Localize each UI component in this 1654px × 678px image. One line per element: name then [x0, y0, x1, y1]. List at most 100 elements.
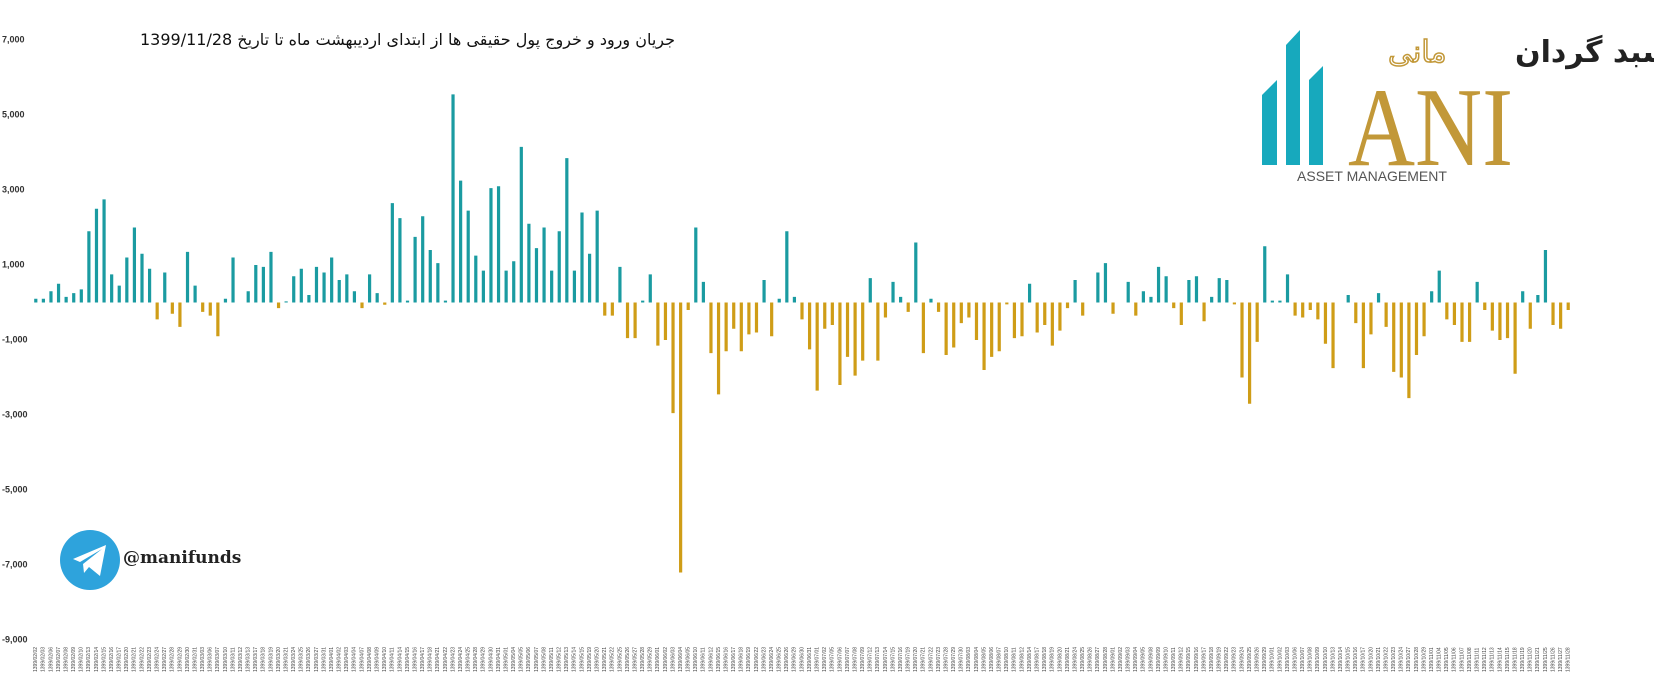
x-tick-label: 1399/08/25 — [1080, 647, 1086, 672]
x-tick-label: 1399/09/25 — [1247, 647, 1253, 672]
bar — [1293, 302, 1297, 316]
bar — [724, 302, 728, 352]
bar — [1513, 302, 1517, 374]
bar — [1270, 300, 1274, 303]
bar — [1392, 302, 1396, 372]
x-tick-label: 1399/06/05 — [686, 647, 692, 672]
bar — [1384, 302, 1388, 327]
y-tick-label: 3,000 — [2, 184, 25, 194]
x-tick-label: 1399/11/26 — [1550, 647, 1556, 672]
x-tick-label: 1399/08/21 — [1065, 647, 1071, 672]
x-tick-label: 1399/07/12 — [868, 647, 874, 672]
bar — [1445, 302, 1449, 320]
x-tick-label: 1399/06/30 — [799, 647, 805, 672]
x-tick-label: 1399/10/27 — [1406, 647, 1412, 672]
x-tick-label: 1399/09/01 — [1110, 647, 1116, 672]
logo-tagline: ASSET MANAGEMENT — [1297, 168, 1447, 184]
x-tick-label: 1399/06/15 — [716, 647, 722, 672]
bar — [1103, 263, 1108, 303]
x-tick-label: 1399/06/03 — [670, 647, 676, 672]
x-tick-label: 1399/11/20 — [1528, 647, 1534, 672]
bar — [1156, 266, 1161, 303]
bar — [1172, 302, 1176, 309]
bar — [1316, 302, 1320, 320]
x-tick-label: 1399/08/19 — [1050, 647, 1056, 672]
bar — [208, 302, 212, 316]
x-tick-label: 1399/10/02 — [1277, 647, 1283, 672]
x-tick-label: 1399/10/08 — [1308, 647, 1314, 672]
bar — [1217, 278, 1221, 303]
x-tick-label: 1399/11/12 — [1482, 647, 1488, 672]
x-tick-label: 1399/08/12 — [1019, 647, 1025, 672]
x-tick-label: 1399/04/17 — [420, 647, 426, 672]
x-tick-label: 1399/11/04 — [1437, 647, 1443, 672]
x-tick-label: 1399/05/04 — [511, 647, 517, 672]
bar — [1027, 283, 1032, 303]
x-tick-label: 1399/10/20 — [1368, 647, 1374, 672]
bar — [830, 302, 834, 325]
bar — [1452, 302, 1457, 325]
bar — [261, 266, 265, 303]
bar — [815, 302, 819, 391]
bar — [679, 302, 683, 573]
bar — [1149, 296, 1153, 303]
bar — [929, 298, 933, 303]
bar — [936, 302, 941, 312]
x-tick-label: 1399/10/29 — [1421, 647, 1427, 672]
bar — [292, 276, 296, 303]
x-tick-label: 1399/08/14 — [1027, 647, 1033, 672]
bar — [1232, 302, 1237, 305]
x-tick-label: 1399/09/09 — [1156, 647, 1162, 672]
bar — [906, 302, 910, 312]
x-tick-label: 1399/02/16 — [109, 647, 115, 672]
bar — [1225, 280, 1229, 303]
bar — [436, 263, 440, 303]
bar — [709, 302, 713, 354]
bar — [216, 302, 220, 337]
x-tick-label: 1399/04/31 — [496, 647, 502, 672]
x-tick-label: 1399/06/29 — [792, 647, 798, 672]
bar — [383, 302, 387, 305]
x-tick-label: 1399/06/22 — [754, 647, 760, 672]
x-tick-label: 1399/02/17 — [117, 647, 123, 672]
logo-name: سبد گردان — [1515, 34, 1654, 70]
x-tick-label: 1399/09/05 — [1141, 647, 1147, 672]
x-tick-label: 1399/03/12 — [238, 647, 244, 672]
x-tick-label: 1399/04/25 — [466, 647, 472, 672]
x-tick-label: 1399/10/09 — [1315, 647, 1321, 672]
bar — [618, 266, 622, 303]
bar — [49, 291, 53, 303]
x-tick-label: 1399/06/18 — [739, 647, 745, 672]
bar — [132, 227, 137, 303]
x-tick-label: 1399/05/01 — [503, 647, 509, 672]
bar — [671, 302, 675, 414]
bar — [322, 272, 326, 303]
x-tick-label: 1399/04/28 — [473, 647, 479, 672]
bar — [1536, 295, 1540, 303]
bar — [868, 278, 872, 303]
x-tick-label: 1399/03/11 — [230, 647, 236, 672]
x-tick-label: 1399/06/01 — [655, 647, 661, 672]
x-tick-label: 1399/10/22 — [1383, 647, 1389, 672]
bar — [345, 274, 349, 303]
x-tick-label: 1399/08/17 — [1035, 647, 1041, 672]
logo-bar — [1309, 66, 1323, 165]
x-tick-label: 1399/10/10 — [1323, 647, 1329, 672]
bar — [1483, 302, 1487, 310]
x-tick-label: 1399/03/21 — [283, 647, 289, 672]
x-tick-label: 1399/11/19 — [1520, 647, 1526, 672]
x-tick-label: 1399/06/25 — [777, 647, 783, 672]
x-tick-label: 1399/09/19 — [1217, 647, 1223, 672]
bar — [269, 251, 273, 303]
bar — [1285, 274, 1290, 303]
bar — [163, 272, 167, 303]
x-tick-label: 1399/07/15 — [890, 647, 896, 672]
bar — [1460, 302, 1464, 342]
bar — [1323, 302, 1328, 344]
x-tick-label: 1399/07/02 — [822, 647, 828, 672]
bar — [466, 210, 470, 303]
x-tick-label: 1399/11/27 — [1558, 647, 1564, 672]
bar — [1399, 302, 1403, 378]
bar — [1361, 302, 1365, 369]
x-tick-label: 1399/03/31 — [321, 647, 327, 672]
